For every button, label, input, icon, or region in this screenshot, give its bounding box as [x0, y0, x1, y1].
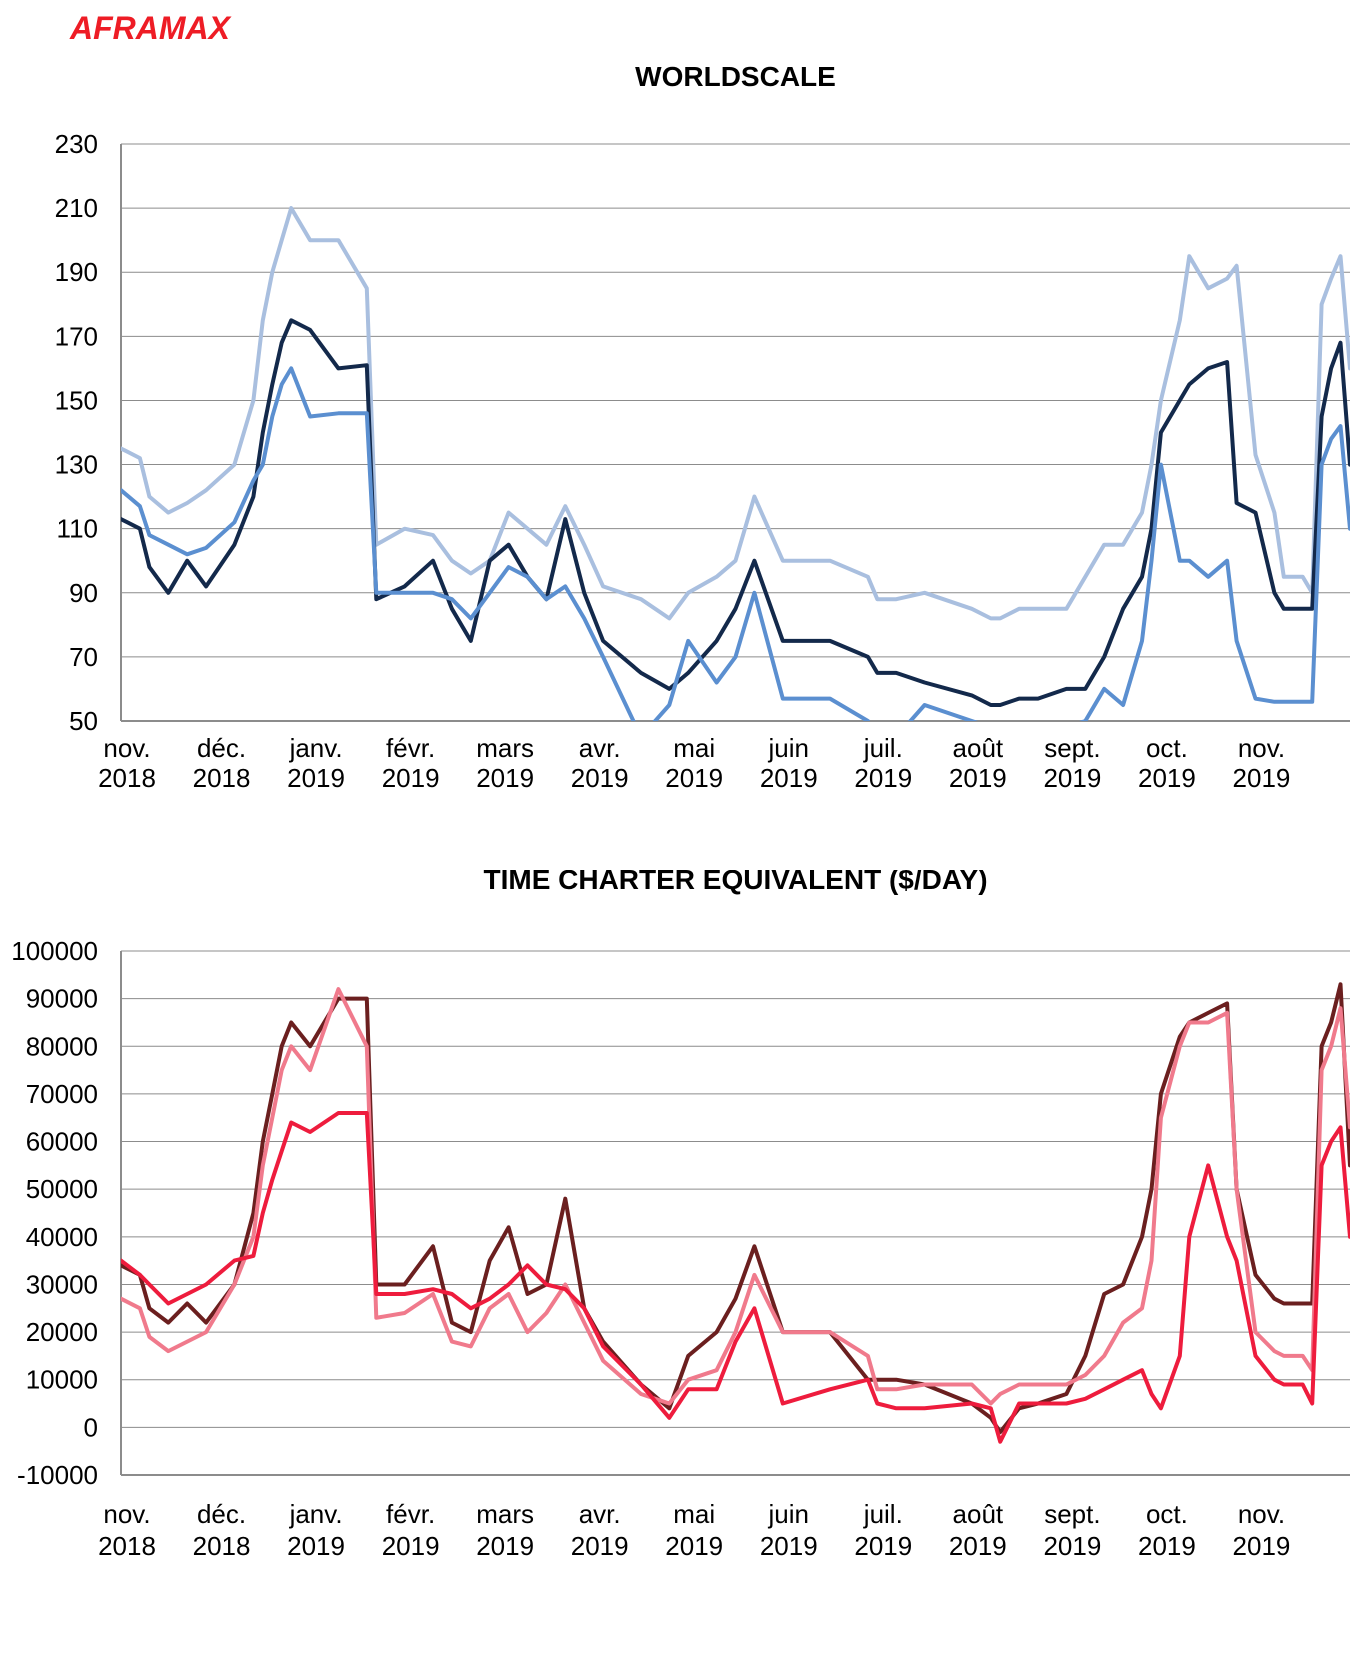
x-tick-label: oct. [1146, 1499, 1188, 1529]
series-line-3 [121, 366, 1350, 721]
x-tick-label: avr. [579, 1499, 621, 1529]
brand-title: AFRAMAX [70, 10, 230, 46]
x-tick-label: 2019 [571, 763, 629, 790]
y-tick-label: 190 [55, 257, 98, 287]
x-tick-label: 2019 [1043, 763, 1101, 790]
x-tick-label: nov. [103, 733, 150, 763]
x-tick-label: 2018 [98, 763, 156, 790]
x-tick-label: sept. [1044, 733, 1100, 763]
x-tick-label: 2019 [760, 763, 818, 790]
x-tick-label: févr. [386, 1499, 435, 1529]
y-tick-label: 210 [55, 193, 98, 223]
y-tick-label: 130 [55, 450, 98, 480]
y-tick-label: 10000 [26, 1365, 98, 1395]
x-tick-label: 2018 [98, 1531, 156, 1561]
x-tick-label: 2019 [949, 1531, 1007, 1561]
series-line-1 [121, 982, 1350, 1435]
y-tick-label: 90 [69, 578, 98, 608]
x-tick-label: 2019 [854, 1531, 912, 1561]
y-tick-label: 70000 [26, 1079, 98, 1109]
y-tick-label: 40000 [26, 1222, 98, 1252]
x-tick-label: 2019 [665, 1531, 723, 1561]
chart-title: TIME CHARTER EQUIVALENT ($/DAY) [483, 870, 987, 895]
y-tick-label: 50000 [26, 1174, 98, 1204]
x-tick-label: sept. [1044, 1499, 1100, 1529]
y-tick-label: 70 [69, 642, 98, 672]
x-tick-label: 2019 [1233, 1531, 1291, 1561]
x-tick-label: 2019 [476, 1531, 534, 1561]
x-tick-label: juin [768, 1499, 809, 1529]
series-line-2 [121, 987, 1350, 1406]
x-tick-label: août [953, 733, 1004, 763]
x-tick-label: janv. [289, 733, 343, 763]
series-line-3 [121, 1111, 1350, 1444]
series-line-2 [121, 318, 1350, 707]
x-tick-label: 2019 [382, 1531, 440, 1561]
y-tick-label: 170 [55, 321, 98, 351]
x-tick-label: déc. [197, 733, 246, 763]
x-tick-label: 2019 [1233, 763, 1291, 790]
chart-title: WORLDSCALE [635, 61, 836, 92]
y-tick-label: 0 [84, 1412, 98, 1442]
x-tick-label: 2019 [854, 763, 912, 790]
x-tick-label: 2019 [949, 763, 1007, 790]
worldscale-chart: WORLDSCALE230210190170150130110907050nov… [55, 61, 1350, 790]
x-tick-label: nov. [103, 1499, 150, 1529]
x-tick-label: 2019 [476, 763, 534, 790]
x-tick-label: oct. [1146, 733, 1188, 763]
x-tick-label: févr. [386, 733, 435, 763]
y-tick-label: 100000 [11, 936, 98, 966]
x-tick-label: juil. [863, 733, 903, 763]
x-tick-label: nov. [1238, 733, 1285, 763]
x-tick-label: 2019 [287, 1531, 345, 1561]
x-tick-label: janv. [289, 1499, 343, 1529]
x-tick-label: mai [673, 733, 715, 763]
x-tick-label: 2019 [1138, 1531, 1196, 1561]
y-tick-label: 230 [55, 129, 98, 159]
x-tick-label: 2018 [193, 763, 251, 790]
x-tick-label: 2019 [665, 763, 723, 790]
x-tick-label: 2019 [571, 1531, 629, 1561]
x-tick-label: nov. [1238, 1499, 1285, 1529]
y-tick-label: 30000 [26, 1269, 98, 1299]
x-tick-label: mars [476, 733, 534, 763]
x-tick-label: 2019 [1138, 763, 1196, 790]
x-tick-label: 2018 [193, 1531, 251, 1561]
x-tick-label: août [953, 1499, 1004, 1529]
y-tick-label: -10000 [17, 1460, 98, 1490]
series-line-1 [121, 206, 1350, 621]
x-tick-label: 2019 [287, 763, 345, 790]
x-tick-label: juil. [863, 1499, 903, 1529]
x-tick-label: 2019 [382, 763, 440, 790]
y-tick-label: 60000 [26, 1127, 98, 1157]
y-tick-label: 110 [57, 514, 98, 544]
y-tick-label: 150 [55, 385, 98, 415]
x-tick-label: 2019 [760, 1531, 818, 1561]
x-tick-label: avr. [579, 733, 621, 763]
x-tick-label: mai [673, 1499, 715, 1529]
y-tick-label: 50 [69, 706, 98, 736]
x-tick-label: juin [768, 733, 809, 763]
y-tick-label: 80000 [26, 1031, 98, 1061]
x-tick-label: 2019 [1043, 1531, 1101, 1561]
y-tick-label: 90000 [26, 984, 98, 1014]
y-tick-label: 20000 [26, 1317, 98, 1347]
x-tick-label: mars [476, 1499, 534, 1529]
x-tick-label: déc. [197, 1499, 246, 1529]
tce-chart: TIME CHARTER EQUIVALENT ($/DAY)100000900… [11, 870, 1350, 1561]
